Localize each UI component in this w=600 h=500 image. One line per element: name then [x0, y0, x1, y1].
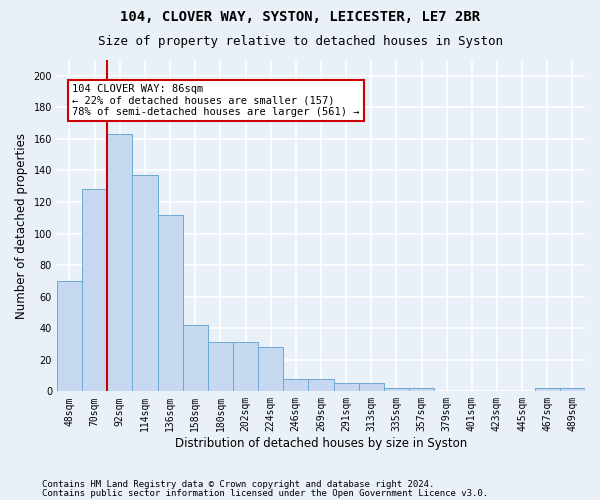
Bar	[560, 388, 585, 392]
Bar	[182, 325, 208, 392]
Bar	[283, 378, 308, 392]
Text: 104, CLOVER WAY, SYSTON, LEICESTER, LE7 2BR: 104, CLOVER WAY, SYSTON, LEICESTER, LE7 …	[120, 10, 480, 24]
Bar	[57, 281, 82, 392]
Text: 104 CLOVER WAY: 86sqm
← 22% of detached houses are smaller (157)
78% of semi-det: 104 CLOVER WAY: 86sqm ← 22% of detached …	[72, 84, 359, 117]
Bar	[258, 347, 283, 392]
Bar	[535, 388, 560, 392]
X-axis label: Distribution of detached houses by size in Syston: Distribution of detached houses by size …	[175, 437, 467, 450]
Bar	[233, 342, 258, 392]
Text: Size of property relative to detached houses in Syston: Size of property relative to detached ho…	[97, 35, 503, 48]
Bar	[308, 378, 334, 392]
Text: Contains public sector information licensed under the Open Government Licence v3: Contains public sector information licen…	[42, 488, 488, 498]
Bar	[208, 342, 233, 392]
Bar	[158, 214, 182, 392]
Bar	[82, 190, 107, 392]
Bar	[133, 175, 158, 392]
Y-axis label: Number of detached properties: Number of detached properties	[15, 132, 28, 318]
Bar	[107, 134, 133, 392]
Text: Contains HM Land Registry data © Crown copyright and database right 2024.: Contains HM Land Registry data © Crown c…	[42, 480, 434, 489]
Bar	[359, 384, 384, 392]
Bar	[384, 388, 409, 392]
Bar	[334, 384, 359, 392]
Bar	[409, 388, 434, 392]
